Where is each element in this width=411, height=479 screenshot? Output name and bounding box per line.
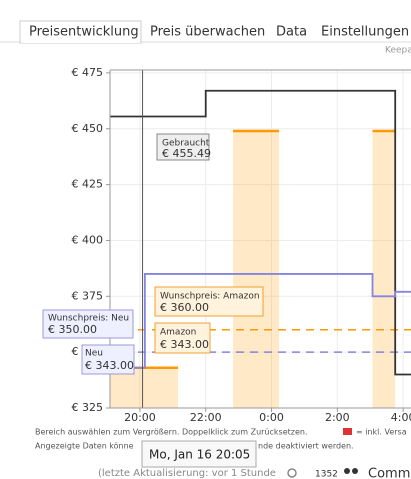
y-tick-label: € 450 xyxy=(72,122,104,135)
x-tick-label: 2:00 xyxy=(325,411,350,424)
tooltip-box xyxy=(154,322,211,354)
tooltip-value: € 455.49 xyxy=(162,147,211,160)
brand: Keepa xyxy=(385,46,411,56)
y-tick-label: € 475 xyxy=(72,66,104,79)
tooltip-value: € 360.00 xyxy=(160,301,209,314)
people-icon xyxy=(344,468,350,474)
x-tick-label: 20:00 xyxy=(124,411,156,424)
community-link[interactable]: Commu xyxy=(368,467,411,479)
tooltip-box xyxy=(81,344,135,375)
update-text: (letzte Aktualisierung: vor 1 Stunde xyxy=(98,468,276,479)
tooltip-value: € 343.00 xyxy=(160,338,209,351)
tooltip-box xyxy=(154,286,264,317)
x-tick-label: 4:00 xyxy=(391,411,411,424)
tab[interactable]: Einstellungen xyxy=(321,25,409,40)
tooltip-title: Neu xyxy=(85,349,103,359)
x-tick-label: 0:00 xyxy=(259,411,284,424)
tooltip-box xyxy=(42,309,134,339)
footer-text: nde deaktiviert werden. xyxy=(258,442,354,451)
refresh-icon[interactable] xyxy=(287,468,297,478)
series-area xyxy=(233,130,280,409)
tooltip-value: € 350.00 xyxy=(48,323,97,336)
tab[interactable]: Data xyxy=(276,25,307,40)
series-area xyxy=(372,130,396,409)
date-label: Mo, Jan 16 20:05 xyxy=(149,448,250,462)
tooltip-value: € 343.00 xyxy=(85,359,134,372)
tooltip-title: Wunschpreis: Neu xyxy=(48,314,129,324)
tooltip-box xyxy=(156,133,210,161)
tab[interactable]: Preisentwicklung xyxy=(29,25,139,40)
count: 1352 xyxy=(315,470,338,479)
footer-text: = inkl. Versa xyxy=(356,428,407,437)
x-tick-label: 22:00 xyxy=(190,411,222,424)
footer-text: Angezeigte Daten könne xyxy=(35,442,134,451)
tooltip-title: Wunschpreis: Amazon xyxy=(160,292,260,302)
tooltip-title: Amazon xyxy=(160,328,196,338)
footer-text: Bereich auswählen zum Vergrößern. Doppel… xyxy=(35,428,308,437)
series-area xyxy=(110,367,179,408)
series-line xyxy=(110,89,411,376)
series-line xyxy=(110,273,411,369)
y-tick-label: € 325 xyxy=(72,401,104,414)
people-icon xyxy=(352,468,358,474)
tooltips: Gebraucht € 455.49 Wunschpreis: Amazon €… xyxy=(42,133,264,375)
y-tick-label: € 400 xyxy=(72,233,104,246)
tab[interactable]: Preis überwachen xyxy=(150,25,265,40)
truck-icon xyxy=(343,428,352,435)
y-tick-label: € 375 xyxy=(72,289,104,302)
date-tooltip xyxy=(141,440,257,468)
y-tick-label: € 425 xyxy=(72,178,104,191)
tooltip-title: Gebraucht xyxy=(162,139,210,149)
